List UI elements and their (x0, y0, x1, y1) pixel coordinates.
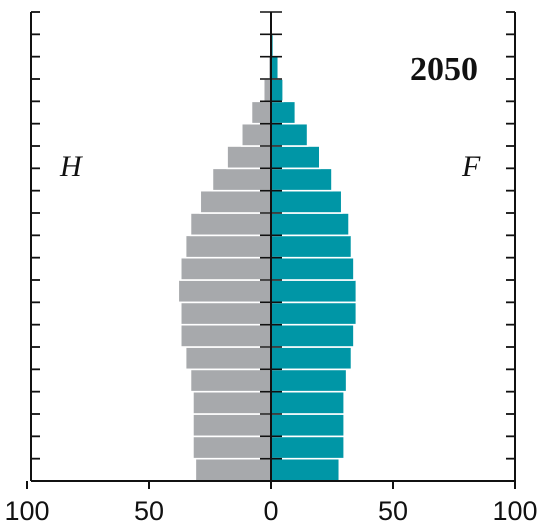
male-bar (184, 346, 272, 371)
male-bar (240, 122, 272, 147)
female-bar (270, 100, 297, 125)
male-bar (192, 390, 272, 415)
female-bar (270, 457, 341, 482)
male-bar (194, 457, 272, 482)
x-tick-label: 100 (492, 496, 537, 526)
female-bar (270, 145, 321, 170)
male-bar (199, 189, 272, 214)
female-bar (270, 256, 355, 281)
female-bar (270, 346, 353, 371)
female-bar (270, 390, 345, 415)
female-bar (270, 323, 355, 348)
x-tick-label: 0 (263, 496, 278, 526)
male-bar (177, 279, 272, 304)
female-bar (270, 279, 358, 304)
female-bar (270, 55, 280, 80)
x-tick-labels: 100 50 0 50 100 (4, 496, 537, 526)
male-bar (189, 368, 272, 393)
x-tick-label: 50 (134, 496, 164, 526)
axis-ticks (26, 11, 516, 489)
female-bar (270, 122, 309, 147)
chart-title-year: 2050 (410, 51, 478, 88)
female-bar (270, 413, 345, 438)
female-bar (270, 301, 358, 326)
male-bar (192, 413, 272, 438)
male-side-label: H (59, 150, 84, 183)
female-bar (270, 78, 284, 103)
female-bar (270, 368, 348, 393)
male-bar (211, 167, 272, 192)
female-bar (270, 212, 350, 237)
female-side-label: F (461, 150, 481, 183)
male-bar (179, 256, 272, 281)
x-tick-label: 100 (4, 496, 49, 526)
male-bar (184, 234, 272, 259)
male-bar (179, 323, 272, 348)
female-bar (270, 189, 343, 214)
male-bars (177, 33, 272, 482)
female-bar (270, 435, 345, 460)
female-bars (270, 11, 358, 482)
male-bar (189, 212, 272, 237)
female-bar (270, 167, 333, 192)
female-bar (270, 234, 353, 259)
male-bar (192, 435, 272, 460)
x-tick-label: 50 (378, 496, 408, 526)
male-bar (250, 100, 272, 125)
male-bar (262, 78, 272, 103)
male-bar (226, 145, 272, 170)
male-bar (179, 301, 272, 326)
